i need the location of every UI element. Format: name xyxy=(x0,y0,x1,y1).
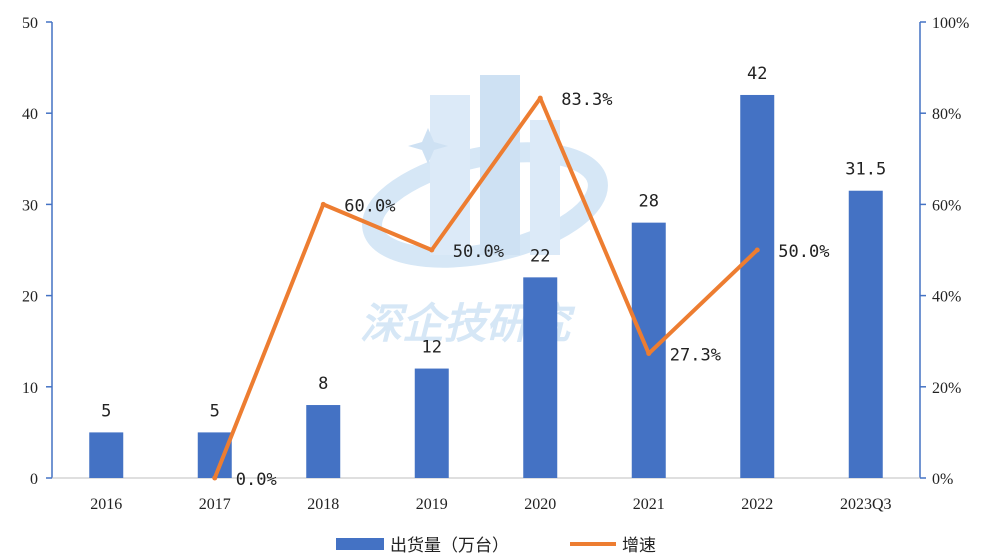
growth-line-path xyxy=(212,96,759,479)
bar xyxy=(306,405,341,478)
axes: 0 10 20 30 40 50 0% 20% 40% 60% 80% 100% 2016 2017 201… xyxy=(22,15,969,513)
growth-point xyxy=(646,351,652,357)
growth-point xyxy=(754,247,760,253)
y-right-tick-label: 20% xyxy=(932,380,961,397)
legend: 出货量（万台） 增速 xyxy=(336,536,656,556)
y-right-tick-label: 40% xyxy=(932,289,961,306)
y-left-tick-label: 30 xyxy=(22,197,38,214)
growth-value-label: 0.0% xyxy=(236,470,277,490)
bar xyxy=(523,277,558,478)
y-left-tick-label: 0 xyxy=(30,471,38,488)
bar xyxy=(848,190,883,478)
x-tick-label: 2022 xyxy=(741,496,773,513)
y-left-tick-label: 50 xyxy=(22,15,38,32)
bar-value-label: 8 xyxy=(318,374,328,394)
y-left-tick-label: 20 xyxy=(22,289,38,306)
x-tick-label: 2021 xyxy=(633,496,665,513)
bar xyxy=(89,432,124,478)
y-right-tick-label: 80% xyxy=(932,106,961,123)
growth-value-label: 50.0% xyxy=(778,242,829,262)
x-tick-label: 2019 xyxy=(416,496,448,513)
legend-bar-label: 出货量（万台） xyxy=(390,536,509,556)
x-tick-label: 2020 xyxy=(524,496,556,513)
growth-point xyxy=(320,201,326,207)
y-left-tick-label: 10 xyxy=(22,380,38,397)
bar-value-label: 5 xyxy=(101,401,111,421)
growth-value-label: 83.3% xyxy=(561,90,612,110)
bar-value-label: 22 xyxy=(530,246,550,266)
growth-value-label: 27.3% xyxy=(670,346,721,366)
bar xyxy=(414,368,449,478)
y-right-tick-label: 60% xyxy=(932,197,961,214)
bar-value-label: 12 xyxy=(422,338,442,358)
growth-line xyxy=(212,95,760,481)
growth-value-label: 50.0% xyxy=(453,242,504,262)
y-right-tick-label: 100% xyxy=(932,15,969,32)
bars xyxy=(89,94,883,479)
bar-value-label: 28 xyxy=(639,192,659,212)
y-right-tick-label: 0% xyxy=(932,471,953,488)
growth-point xyxy=(212,475,218,481)
x-tick-label: 2023Q3 xyxy=(840,496,892,513)
y-left-tick-label: 40 xyxy=(22,106,38,123)
x-tick-label: 2016 xyxy=(90,496,122,513)
legend-line-label: 增速 xyxy=(622,536,656,556)
growth-point xyxy=(537,95,543,101)
growth-value-label: 60.0% xyxy=(344,196,395,216)
legend-bar-swatch xyxy=(336,538,384,550)
growth-point xyxy=(429,247,435,253)
x-tick-label: 2017 xyxy=(199,496,231,513)
x-tick-label: 2018 xyxy=(307,496,339,513)
bar xyxy=(740,94,775,479)
bar-value-label: 5 xyxy=(210,401,220,421)
bar-value-label: 42 xyxy=(747,64,767,84)
watermark-logo: 深企技研究 xyxy=(360,75,608,348)
bar-value-label: 31.5 xyxy=(845,160,886,180)
data-labels: 5 5 8 12 22 28 42 31.5 0.0% 60.0% 50.0% 83.3% 27.3% 5… xyxy=(101,64,886,490)
bar xyxy=(197,432,232,478)
